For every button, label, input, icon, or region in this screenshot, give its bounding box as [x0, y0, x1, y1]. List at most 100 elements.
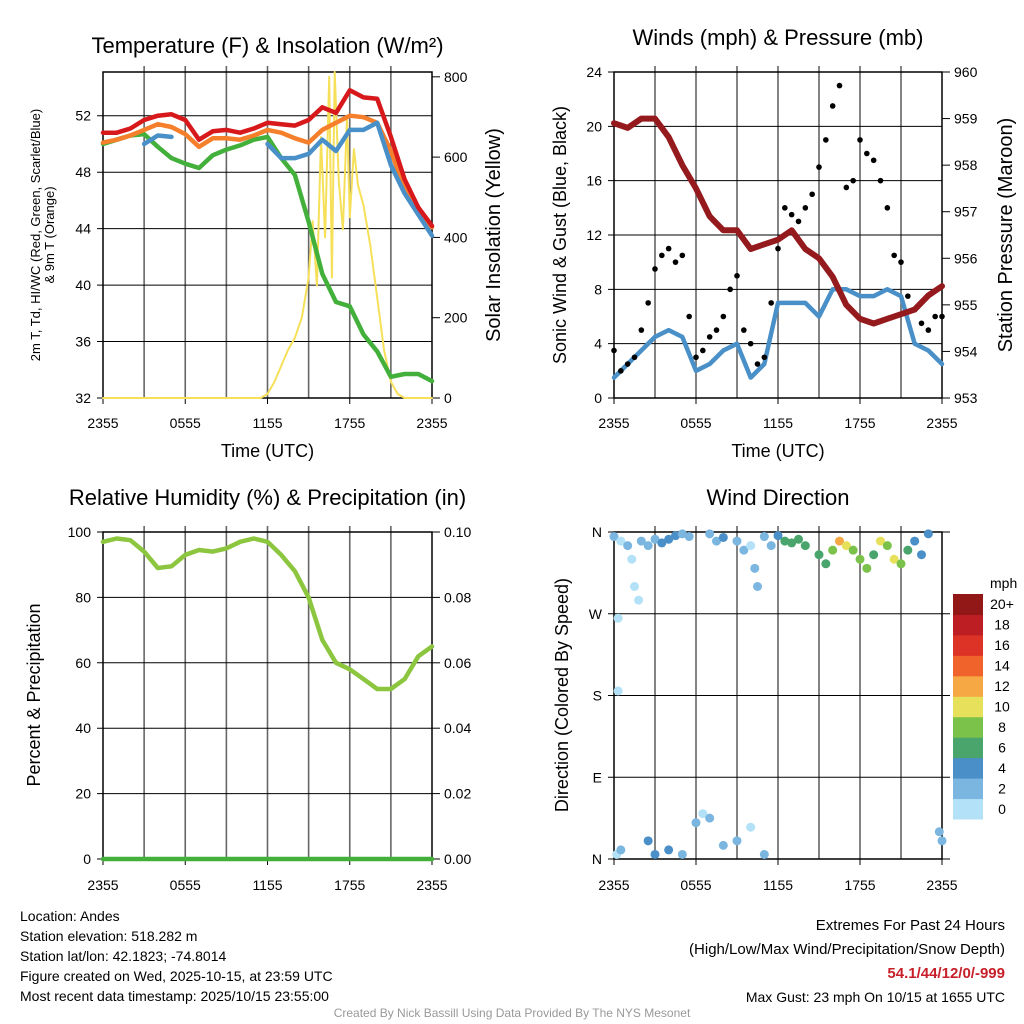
- gust-point: [884, 205, 891, 211]
- y-right-tick-label: 0.02: [444, 786, 471, 802]
- wind-direction-point: [684, 532, 694, 542]
- plot-frame: [613, 71, 943, 399]
- y-right-tick-label: 0.10: [444, 524, 471, 540]
- gust-point: [611, 347, 617, 354]
- x-tick-label: 1155: [763, 415, 793, 431]
- wind-direction-point: [671, 531, 680, 541]
- gust-point: [761, 354, 768, 361]
- y-right-tick-label: 200: [444, 310, 468, 326]
- gust-point: [672, 259, 679, 265]
- gust-point: [720, 313, 727, 320]
- y-right-tick-label: 800: [444, 69, 468, 85]
- solar-insolation-line: [102, 71, 433, 399]
- y-tick-label: 8: [594, 281, 602, 297]
- chart-title: Relative Humidity (%) & Precipitation (i…: [69, 485, 466, 510]
- gust-point: [618, 368, 624, 374]
- y-tick-label: 100: [68, 524, 92, 540]
- gust-point: [925, 327, 932, 333]
- y-right-tick-label: 959: [954, 111, 978, 127]
- wind-direction-point: [896, 559, 906, 569]
- wind-direction-point: [630, 582, 639, 591]
- wind-direction-point: [732, 836, 742, 846]
- gust-point: [741, 327, 747, 333]
- colorbar: mph 0 2 4 6 8 10 12 14 16 18 20+: [953, 575, 1017, 820]
- wind-direction-point: [739, 545, 749, 555]
- colorbar-swatch: [953, 716, 983, 738]
- y-tick-label: 20: [586, 118, 602, 134]
- y-tick-label: 80: [75, 589, 91, 605]
- extremes-legend: (High/Low/Max Wind/Precipitation/Snow De…: [689, 941, 1005, 958]
- colorbar-swatch: [953, 757, 983, 779]
- wind-direction-point: [718, 840, 728, 850]
- y-right-tick-label: 958: [954, 157, 978, 173]
- colorbar-label: 12: [994, 678, 1010, 694]
- wind-direction-point: [691, 818, 701, 828]
- colorbar-swatch: [953, 778, 983, 800]
- gust-point: [775, 245, 781, 252]
- y-axis-label: Percent & Precipitation: [24, 603, 44, 786]
- gust-point: [734, 272, 740, 279]
- wind-direction-point: [677, 529, 687, 539]
- y-right-tick-label: 953: [954, 390, 978, 406]
- location-text: Location: Andes: [20, 908, 120, 924]
- y-tick-label: 4: [594, 336, 602, 352]
- x-tick-label: 1755: [334, 415, 365, 431]
- wind-direction-point: [750, 563, 760, 573]
- y-tick-label: 60: [75, 655, 91, 671]
- wind-direction-point: [705, 813, 715, 823]
- wind-direction-point: [746, 822, 756, 832]
- colorbar-swatch: [953, 696, 983, 718]
- y-tick-label: N: [592, 851, 602, 867]
- gust-point: [918, 320, 925, 327]
- x-tick-label: 2355: [416, 877, 447, 893]
- wind-direction-point: [677, 849, 687, 859]
- latlon-text: Station lat/lon: 42.1823; -74.8014: [20, 948, 227, 964]
- y-right-tick-label: 954: [954, 343, 978, 359]
- gust-point: [877, 177, 884, 184]
- gust-point: [693, 354, 699, 361]
- colorbar-label: 20+: [990, 596, 1014, 612]
- y-tick-label: 52: [75, 108, 91, 124]
- winds-panel: Winds (mph) & Pressure (mb) 0 4 8 12 16 20 24 95…: [550, 25, 1017, 461]
- elevation-text: Station elevation: 518.282 m: [20, 928, 198, 944]
- wind-direction-point: [814, 550, 824, 560]
- x-tick-label: 1155: [763, 877, 793, 893]
- wind-direction-point: [821, 559, 831, 569]
- gust-point: [686, 313, 692, 320]
- y-right-tick-label: 0.08: [444, 589, 471, 605]
- y-tick-label: 32: [75, 390, 91, 406]
- wind-direction-point: [759, 849, 769, 859]
- y-tick-label: N: [592, 524, 602, 540]
- x-tick-label: 0555: [680, 877, 711, 893]
- y-axis-right-label: Solar Insolation (Yellow): [483, 128, 505, 342]
- y-tick-label: 40: [75, 277, 91, 293]
- wind-direction-point: [800, 541, 810, 551]
- x-tick-label: 0555: [170, 877, 201, 893]
- wind-direction-point: [664, 534, 674, 544]
- gust-point: [782, 205, 788, 211]
- wind-direction-point: [636, 536, 646, 546]
- colorbar-label: 4: [998, 760, 1006, 776]
- wind-direction-point: [627, 554, 637, 564]
- wind-direction-point: [650, 849, 660, 859]
- gust-point: [836, 82, 843, 89]
- x-tick-label: 1755: [334, 877, 365, 893]
- wind-direction-point: [889, 554, 899, 564]
- colorbar-swatch: [953, 798, 983, 820]
- extremes-values: 54.1/44/12/0/-999: [887, 965, 1005, 982]
- gust-point: [829, 103, 836, 109]
- gust-point: [939, 313, 945, 320]
- wind-direction-point: [616, 845, 626, 855]
- wind-direction-point: [917, 550, 926, 560]
- y-tick-label: 48: [75, 164, 91, 180]
- gust-point: [898, 259, 904, 265]
- gust-point: [905, 293, 911, 299]
- wind-direction-point: [718, 532, 728, 542]
- gust-point: [843, 184, 850, 191]
- x-tick-label: 0555: [680, 415, 711, 431]
- created-text: Figure created on Wed, 2025-10-15, at 23…: [20, 968, 333, 984]
- wind-direction-point: [616, 536, 626, 546]
- colorbar-label: 8: [998, 719, 1006, 735]
- chart-title: Winds (mph) & Pressure (mb): [633, 25, 924, 50]
- x-tick-label: 2355: [598, 877, 629, 893]
